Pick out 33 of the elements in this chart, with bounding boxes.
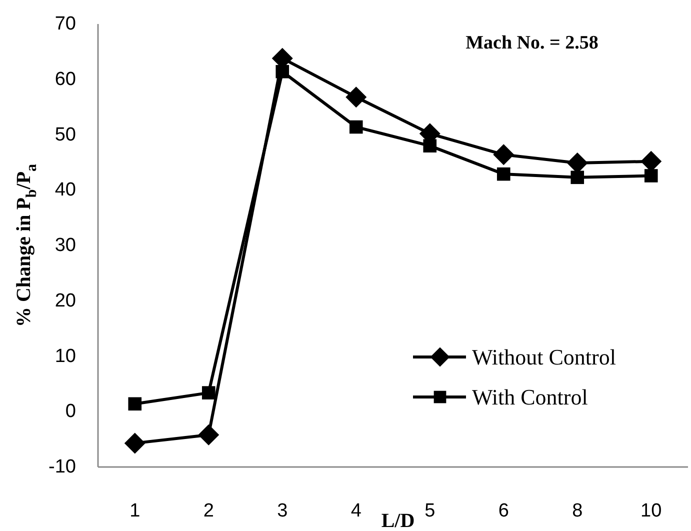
x-tick-label: 4 <box>350 500 362 522</box>
y-tick-label: 30 <box>54 235 76 256</box>
x-tick-label: 2 <box>203 500 214 522</box>
x-tick-label: 5 <box>424 500 436 522</box>
y-tick-label: 40 <box>54 180 76 201</box>
x-tick-label: 10 <box>640 500 662 522</box>
point <box>493 144 514 166</box>
point <box>124 432 146 454</box>
legend-label: Without Control <box>472 344 616 370</box>
legend-label: With Control <box>472 384 588 410</box>
point <box>644 169 658 182</box>
y-tick-label: -10 <box>48 456 76 478</box>
point <box>496 167 510 181</box>
point <box>346 86 367 108</box>
point <box>423 139 437 152</box>
point <box>202 386 216 400</box>
y-tick-label: 20 <box>54 290 76 312</box>
point <box>128 397 142 411</box>
y-tick-label: 60 <box>54 68 76 90</box>
x-tick-label: 3 <box>277 500 288 522</box>
x-tick-label: 6 <box>498 500 509 522</box>
x-tick-label: 1 <box>130 500 140 522</box>
point <box>570 170 584 184</box>
point <box>276 64 290 78</box>
point <box>349 120 363 134</box>
y-tick-label: 50 <box>54 124 76 146</box>
y-tick-label: 10 <box>54 346 76 367</box>
y-tick-label: 0 <box>65 401 76 422</box>
x-tick-label: 8 <box>572 500 583 522</box>
point <box>198 424 220 446</box>
y-tick-label: 70 <box>54 14 76 34</box>
x-axis-title: L/D <box>381 510 415 531</box>
annotation: Mach No. = 2.58 <box>466 32 598 54</box>
